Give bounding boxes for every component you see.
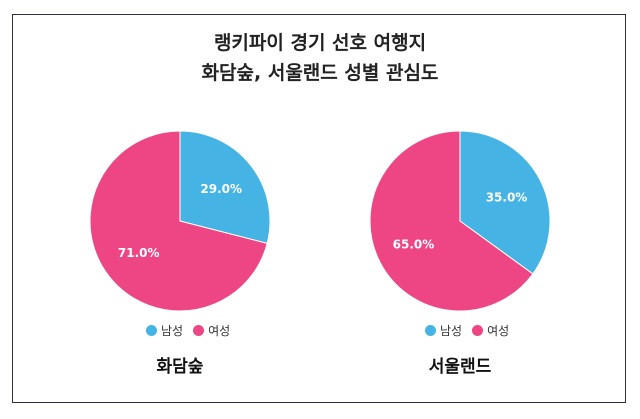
legend-item-male: 남성 (146, 322, 183, 339)
chart-name-hwadamsup: 화담숲 (156, 357, 204, 377)
legend-dot-male (425, 325, 436, 336)
pie-slice-male (179, 130, 271, 244)
pie-label-male: 29.0% (200, 182, 242, 196)
legend-item-female: 여성 (193, 322, 230, 339)
pie-label-female: 71.0% (118, 246, 160, 260)
legend-dot-female (193, 325, 205, 336)
pie-slice-female (369, 130, 534, 312)
legend-hwadamsup: 남성 여성 (146, 322, 230, 339)
chart-title-line1: 랭키파이 경기 선호 여행지 (213, 32, 427, 54)
legend-label-female: 여성 (208, 324, 231, 338)
legend-item-female: 여성 (472, 322, 509, 339)
pie-slice-male (459, 130, 551, 275)
chart-title-line2: 화담숲, 서울랜드 성별 관심도 (201, 62, 439, 84)
pie-label-male: 35.0% (486, 190, 528, 204)
legend-dot-male (146, 325, 157, 336)
pie-label-female: 65.0% (393, 238, 435, 252)
legend-dot-female (472, 325, 484, 336)
pie-slice-female (89, 130, 268, 312)
legend-label-female: 여성 (487, 324, 510, 338)
chart-name-seoulland: 서울랜드 (428, 357, 492, 377)
legend-label-male: 남성 (161, 324, 184, 338)
legend-seoulland: 남성 여성 (425, 322, 509, 339)
legend-item-male: 남성 (425, 322, 462, 339)
legend-label-male: 남성 (440, 324, 463, 338)
